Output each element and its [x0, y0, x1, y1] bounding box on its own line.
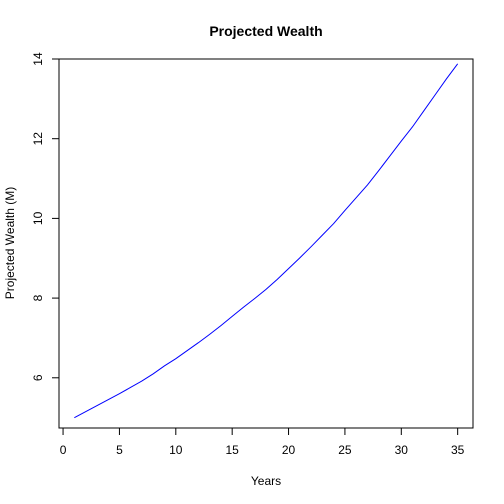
x-tick-label: 20	[282, 443, 296, 457]
chart-title: Projected Wealth	[209, 23, 322, 39]
x-tick-label: 35	[451, 443, 465, 457]
plot-frame	[58, 58, 474, 429]
y-tick-label: 12	[31, 132, 45, 146]
y-tick-label: 8	[31, 294, 45, 301]
y-tick-label: 14	[31, 52, 45, 66]
x-axis: 0 5 10 15 20 25 30 35	[60, 427, 465, 457]
x-tick-label: 5	[116, 443, 123, 457]
x-tick-label: 15	[225, 443, 239, 457]
series-layer	[74, 63, 459, 419]
y-tick-label: 6	[31, 374, 45, 381]
y-tick-label: 10	[31, 211, 45, 225]
y-axis: 6 8 10 12 14	[31, 52, 60, 381]
x-tick-label: 25	[338, 443, 352, 457]
x-axis-label: Years	[251, 474, 281, 488]
y-axis-label: Projected Wealth (M)	[3, 187, 17, 299]
x-tick-label: 0	[60, 443, 67, 457]
x-tick-label: 10	[169, 443, 183, 457]
series-line	[74, 63, 459, 419]
x-tick-label: 30	[395, 443, 409, 457]
